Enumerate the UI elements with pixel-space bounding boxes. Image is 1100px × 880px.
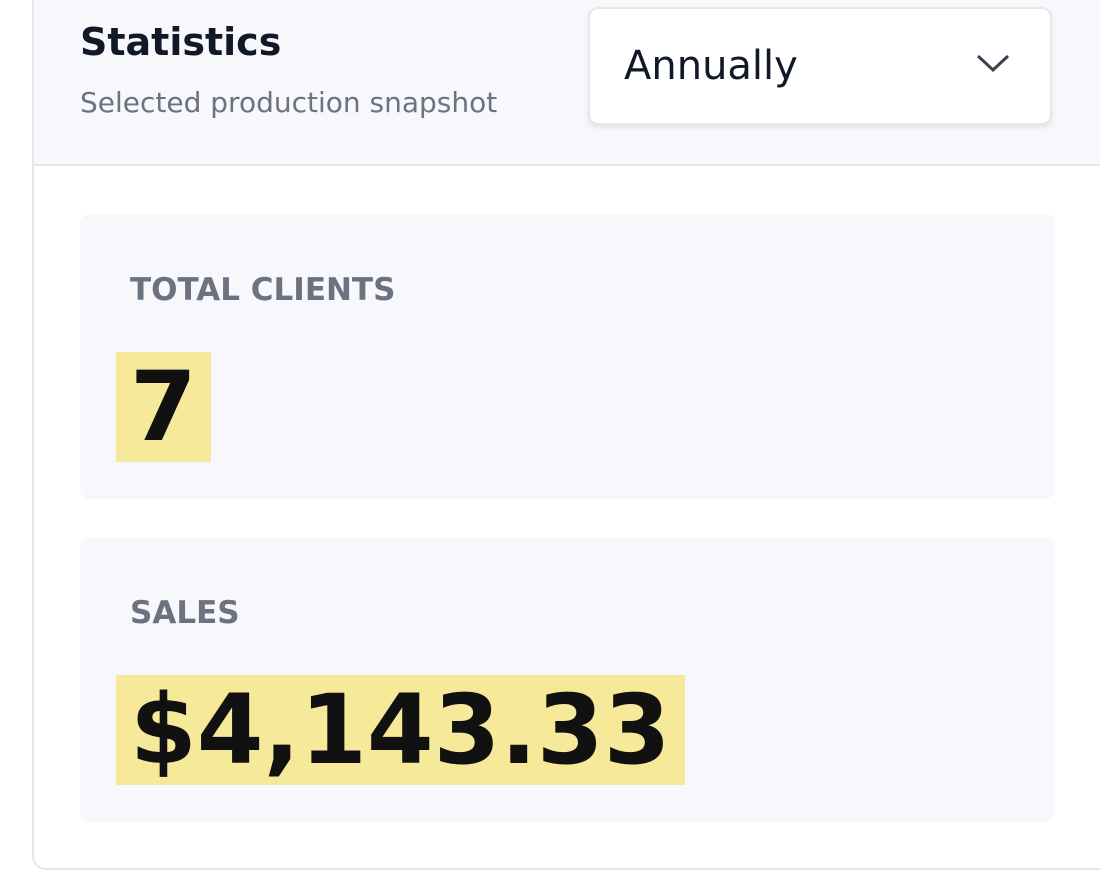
card-header: Statistics Selected production snapshot … (34, 0, 1100, 166)
stat-value: 7 (116, 352, 211, 462)
stat-label: TOTAL CLIENTS (130, 272, 396, 308)
stat-value: $4,143.33 (116, 675, 685, 785)
subtitle: Selected production snapshot (80, 86, 498, 119)
statistics-card: Statistics Selected production snapshot … (32, 0, 1100, 870)
period-dropdown[interactable]: Annually (588, 7, 1052, 125)
stat-card: TOTAL CLIENTS 7 (80, 214, 1055, 499)
chevron-icon (976, 54, 1010, 73)
stat-label: SALES (130, 595, 240, 631)
dropdown-value: Annually (624, 43, 798, 89)
title: Statistics (80, 20, 282, 64)
stat-card: SALES $4,143.33 (80, 537, 1055, 822)
